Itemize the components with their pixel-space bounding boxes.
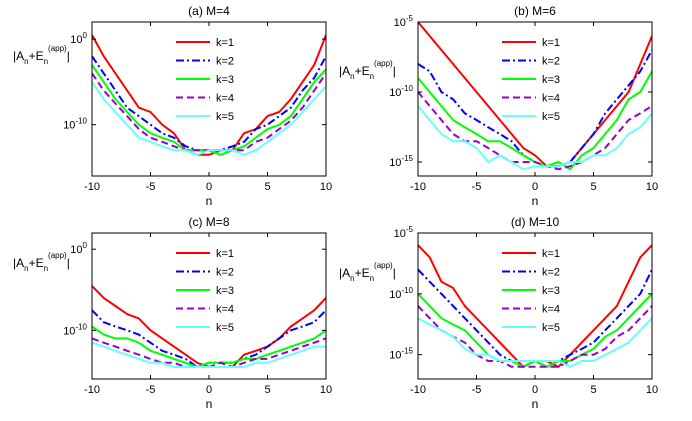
y-tick-label: 10-10: [63, 117, 87, 132]
legend-label: k=1: [216, 37, 234, 49]
x-axis-label: n: [532, 194, 539, 208]
x-tick-label: 10: [646, 181, 658, 193]
legend: k=1 k=2 k=3 k=4 k=5: [502, 248, 560, 334]
legend-label: k=5: [542, 322, 560, 334]
x-tick-label: 10: [320, 384, 332, 396]
x-tick-label: 5: [590, 384, 596, 396]
legend-label: k=2: [542, 267, 560, 279]
x-tick-label: -10: [84, 181, 100, 193]
x-tick-label: -5: [146, 181, 156, 193]
series-line-k=5: [92, 81, 326, 156]
legend-label: k=1: [216, 248, 234, 260]
y-tick-label: 10-15: [389, 347, 413, 362]
x-tick-label: -5: [146, 384, 156, 396]
series-line-k=3: [92, 325, 326, 368]
legend-label: k=2: [216, 56, 234, 68]
legend: k=1 k=2 k=3 k=4 k=5: [502, 37, 560, 123]
legend-label: k=3: [216, 74, 234, 86]
legend-label: k=2: [542, 56, 560, 68]
plot-frame: [91, 232, 327, 380]
x-axis-label: n: [532, 397, 539, 411]
x-tick-label: -5: [472, 384, 482, 396]
x-tick-label: 0: [206, 384, 212, 396]
y-tick-label: 100: [70, 31, 87, 46]
legend-label: k=4: [216, 304, 234, 316]
chart-title: (a) M=4: [188, 4, 230, 18]
x-tick-label: 0: [206, 181, 212, 193]
legend-label: k=1: [542, 248, 560, 260]
chart-panel-1: (a) M=4 -10 -5 0 5 10 n 100 10-10 |An+En(app)| k=1…: [13, 4, 332, 208]
y-axis-label: |An+En(app)|: [13, 251, 70, 273]
x-tick-label: 10: [320, 181, 332, 193]
series-lines: [418, 244, 652, 368]
y-tick-label: 10-5: [394, 14, 414, 29]
y-axis-label: |An+En(app)|: [13, 44, 70, 66]
series-line-k=5: [418, 105, 652, 171]
series-lines: [92, 285, 326, 368]
series-line-k=4: [418, 305, 652, 368]
legend-label: k=3: [542, 74, 560, 86]
series-line-k=1: [92, 34, 326, 156]
series-lines: [92, 34, 326, 156]
series-line-k=4: [418, 91, 652, 171]
series-lines: [418, 22, 652, 171]
legend-label: k=5: [216, 111, 234, 123]
x-tick-label: 5: [590, 181, 596, 193]
chart-panel-3: (c) M=8 -10 -5 0 5 10 n 100 10-10 |An+En(app)| k=1…: [13, 215, 332, 411]
legend-label: k=3: [216, 285, 234, 297]
y-tick-label: 10-15: [389, 154, 413, 169]
x-tick-label: -10: [410, 181, 426, 193]
x-tick-label: 10: [646, 384, 658, 396]
x-tick-label: 5: [264, 384, 270, 396]
y-tick-label: 100: [70, 241, 87, 256]
series-line-k=1: [418, 22, 652, 168]
x-tick-label: -10: [410, 384, 426, 396]
x-axis-label: n: [206, 194, 213, 208]
legend-label: k=4: [542, 304, 560, 316]
legend-label: k=2: [216, 267, 234, 279]
y-axis-label: |An+En(app)|: [339, 59, 396, 81]
x-tick-label: 0: [532, 384, 538, 396]
legend: k=1 k=2 k=3 k=4 k=5: [176, 37, 234, 123]
y-tick-label: 10-5: [394, 225, 414, 240]
x-tick-label: 5: [264, 181, 270, 193]
legend-label: k=4: [216, 93, 234, 105]
x-axis-label: n: [206, 397, 213, 411]
legend-label: k=5: [216, 322, 234, 334]
series-line-k=2: [418, 268, 652, 368]
series-line-k=5: [418, 317, 652, 368]
legend-label: k=1: [542, 37, 560, 49]
chart-panel-4: (d) M=10 -10 -5 0 5 10 n 10-5 10-10 10-15 |An+En(a…: [339, 215, 658, 411]
y-tick-label: 10-10: [389, 84, 413, 99]
chart-title: (c) M=8: [188, 215, 229, 229]
series-line-k=5: [92, 341, 326, 368]
x-tick-label: -5: [472, 181, 482, 193]
x-tick-label: -10: [84, 384, 100, 396]
chart-title: (d) M=10: [511, 215, 560, 229]
chart-title: (b) M=6: [514, 4, 556, 18]
legend-label: k=5: [542, 111, 560, 123]
y-tick-label: 10-10: [389, 286, 413, 301]
y-axis-label: |An+En(app)|: [339, 261, 396, 283]
x-tick-label: 0: [532, 181, 538, 193]
series-line-k=2: [92, 55, 326, 152]
y-tick-label: 10-10: [63, 322, 87, 337]
legend: k=1 k=2 k=3 k=4 k=5: [176, 248, 234, 334]
legend-label: k=3: [542, 285, 560, 297]
legend-label: k=4: [542, 93, 560, 105]
chart-panel-2: (b) M=6 -10 -5 0 5 10 n 10-5 10-10 10-15 |An+En(ap…: [339, 4, 658, 208]
